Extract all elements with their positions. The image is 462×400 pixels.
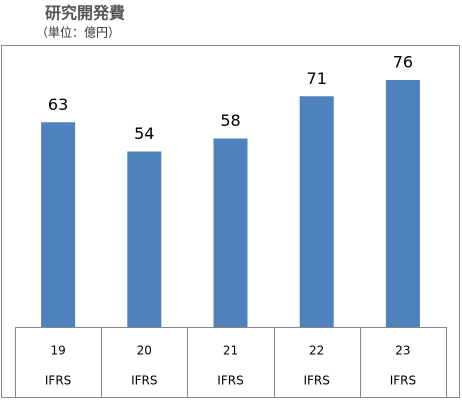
x-tick-sublabel: IFRS	[217, 374, 243, 388]
chart-subtitle: （単位：億円）	[36, 25, 120, 40]
bar	[127, 151, 162, 327]
x-tick-sublabel: IFRS	[303, 374, 329, 388]
x-tick-label: 22	[309, 344, 324, 358]
x-tick-label: 19	[50, 344, 65, 358]
data-label: 58	[220, 111, 240, 130]
chart-title: 研究開発費	[45, 4, 125, 23]
data-label: 71	[307, 69, 327, 88]
bar	[299, 96, 334, 327]
x-tick-label: 21	[223, 344, 238, 358]
x-tick-sublabel: IFRS	[45, 374, 71, 388]
bar	[385, 80, 420, 327]
data-label: 63	[48, 95, 68, 114]
x-tick-sublabel: IFRS	[390, 374, 416, 388]
data-label: 76	[393, 53, 413, 72]
bar	[41, 122, 76, 327]
x-tick-label: 23	[395, 344, 410, 358]
x-tick-label: 20	[137, 344, 152, 358]
x-tick-sublabel: IFRS	[131, 374, 157, 388]
plot-frame	[1, 45, 460, 398]
data-label: 54	[134, 124, 154, 143]
bar	[213, 138, 248, 327]
